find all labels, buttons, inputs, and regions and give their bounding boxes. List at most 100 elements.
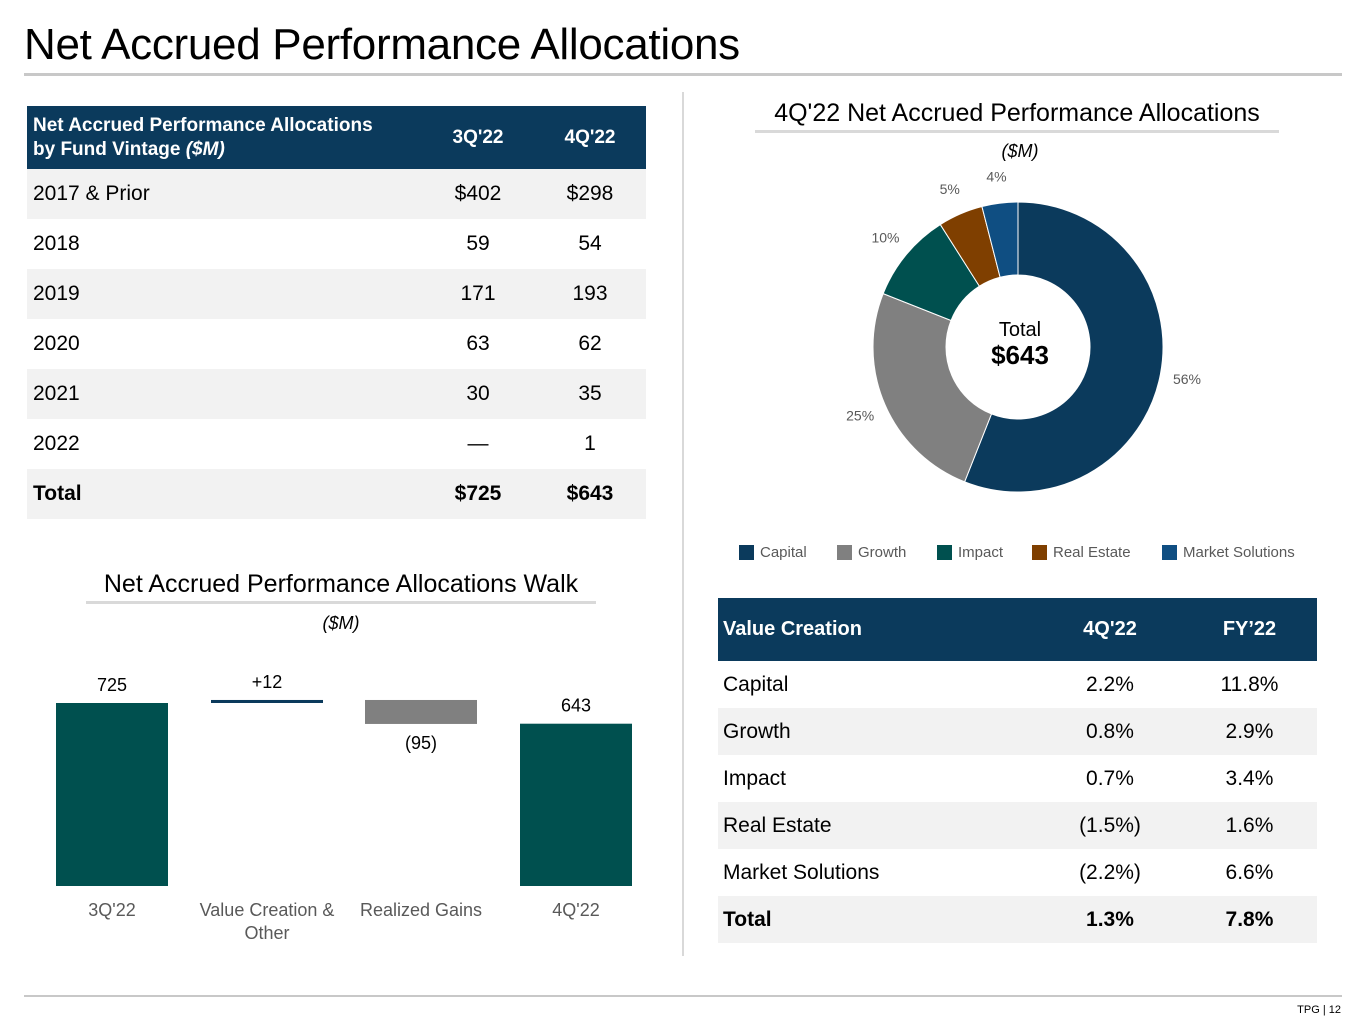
walk-value-label-3q-22: 725 <box>97 675 127 695</box>
title-divider <box>24 73 1342 76</box>
walk-category-value-creation-other: Value Creation & Other <box>200 900 335 943</box>
legend-label: Capital <box>760 544 807 561</box>
total-value-4q22: 1.3% <box>1038 896 1182 943</box>
total-value-3q22: $725 <box>422 469 534 519</box>
total-label: Total <box>718 896 1038 943</box>
row-label: Growth <box>718 708 1038 755</box>
row-label: 2017 & Prior <box>27 169 422 219</box>
total-value-fy22: 7.8% <box>1181 896 1317 943</box>
row-value-4q22: 2.2% <box>1086 672 1134 696</box>
donut-slice-growth <box>872 292 993 483</box>
row-value-4q22: (1.5%) <box>1038 802 1182 849</box>
total-row: Total $725 $643 <box>27 469 646 519</box>
row-value-4q22: 0.8% <box>1038 708 1182 755</box>
vc-col-fy22: FY’22 <box>1181 598 1317 661</box>
walk-bar-realized-gains <box>365 699 477 724</box>
legend-label: Impact <box>958 544 1004 561</box>
table-row: 2019 171 193 <box>27 269 646 319</box>
walk-chart-title: Net Accrued Performance Allocations Walk <box>86 570 596 604</box>
table-row: Market Solutions (2.2%) 6.6% <box>718 849 1317 896</box>
legend-swatch <box>937 545 952 560</box>
legend-swatch <box>1032 545 1047 560</box>
footer-page-number: TPG | 12 <box>1297 1004 1341 1016</box>
walk-value-label-value-creation-other: +12 <box>252 672 283 692</box>
row-value-3q22: 30 <box>422 369 534 419</box>
vintage-header-line1: Net Accrued Performance Allocations <box>33 114 373 136</box>
legend-swatch <box>837 545 852 560</box>
row-value-fy22: 6.6% <box>1225 860 1274 884</box>
legend-swatch <box>1162 545 1177 560</box>
row-value-4q22: 35 <box>534 369 646 419</box>
donut-chart-subtitle: ($M) <box>1001 141 1039 161</box>
table-row: 2018 59 54 <box>27 219 646 269</box>
walk-bar-3q-22 <box>56 703 168 886</box>
walk-category-3q-22: 3Q'22 <box>88 900 135 920</box>
vintage-col-4q22: 4Q'22 <box>534 106 646 169</box>
donut-label-growth: 25% <box>846 407 874 423</box>
row-label: 2021 <box>27 369 422 419</box>
table-row: 2021 30 35 <box>27 369 646 419</box>
donut-label-real-estate: 5% <box>940 181 960 197</box>
row-value-3q22: $402 <box>422 169 534 219</box>
row-value-4q22: 0.7% <box>1086 766 1134 790</box>
table-row: 2020 63 62 <box>27 319 646 369</box>
vintage-table-header: Net Accrued Performance Allocations by F… <box>27 106 646 169</box>
legend-item-growth: Growth <box>837 544 906 561</box>
walk-category-realized-gains: Realized Gains <box>360 900 482 920</box>
row-value-4q22: (2.2%) <box>1079 860 1141 884</box>
table-row: Capital 2.2% 11.8% <box>718 661 1317 708</box>
donut-slice-capital <box>963 201 1164 493</box>
vintage-col-3q22: 3Q'22 <box>422 106 534 169</box>
vintage-header-unit: ($M) <box>185 138 225 160</box>
row-value-3q22: 63 <box>466 332 490 355</box>
legend-label: Growth <box>858 544 907 561</box>
row-value-4q22: 62 <box>578 332 602 355</box>
row-value-4q22: 193 <box>534 269 646 319</box>
vc-col-4q22: 4Q'22 <box>1038 598 1182 661</box>
row-value-4q22: 54 <box>578 232 602 255</box>
donut-slice-market-solutions <box>981 201 1019 278</box>
row-label: 2022 <box>33 432 80 455</box>
total-label: Total <box>27 469 422 519</box>
donut-label-market-solutions: 4% <box>986 170 1006 184</box>
row-value-fy22: 1.6% <box>1181 802 1317 849</box>
row-label: 2018 <box>33 232 80 255</box>
vc-header-label: Value Creation <box>718 598 1038 661</box>
total-row: Total 1.3% 7.8% <box>718 896 1317 943</box>
total-value-4q22: $643 <box>534 469 646 519</box>
row-label: Capital <box>723 672 789 696</box>
donut-center-value: $643 <box>991 340 1049 370</box>
legend-item-capital: Capital <box>739 544 807 561</box>
walk-chart: 725 +12 (95) 643 3Q'22 Value Creation & Other… <box>56 672 632 943</box>
row-label: Impact <box>723 766 787 790</box>
table-row: 2017 & Prior $402 $298 <box>27 169 646 219</box>
vertical-divider <box>682 92 684 956</box>
row-label: Real Estate <box>718 802 1038 849</box>
donut-center-label: Total <box>999 319 1041 341</box>
walk-chart-subtitle: ($M) <box>322 613 360 633</box>
vintage-table: Net Accrued Performance Allocations by F… <box>27 106 646 519</box>
vintage-header-line2: by Fund Vintage <box>33 138 181 160</box>
walk-value-label-4q-22: 643 <box>561 696 591 716</box>
donut-chart-title: 4Q'22 Net Accrued Performance Allocation… <box>755 99 1279 133</box>
page-title: Net Accrued Performance Allocations <box>24 20 740 69</box>
legend-swatch <box>739 545 754 560</box>
row-value-fy22: 2.9% <box>1181 708 1317 755</box>
walk-bar-value-creation-other <box>211 699 323 703</box>
legend-item-impact: Impact <box>937 544 1003 561</box>
row-value-fy22: 11.8% <box>1220 672 1279 696</box>
row-label: Market Solutions <box>723 860 880 884</box>
legend-item-market-solutions: Market Solutions <box>1162 544 1295 561</box>
table-row: Real Estate (1.5%) 1.6% <box>718 802 1317 849</box>
donut-chart: 56% 25% 10% 5% 4% Total $643 <box>846 170 1201 493</box>
table-row: Impact 0.7% 3.4% <box>718 755 1317 802</box>
row-value-3q22: 59 <box>466 232 490 255</box>
walk-category-4q-22: 4Q'22 <box>552 900 599 920</box>
row-value-3q22: 171 <box>422 269 534 319</box>
row-value-fy22: 3.4% <box>1225 766 1274 790</box>
vintage-header-label: Net Accrued Performance Allocations by F… <box>27 106 422 169</box>
row-label: 2020 <box>33 332 80 355</box>
donut-label-impact: 10% <box>871 229 899 245</box>
legend-label: Market Solutions <box>1183 544 1295 561</box>
value-creation-table: Value Creation 4Q'22 FY’22 Capital 2.2% … <box>718 598 1317 943</box>
